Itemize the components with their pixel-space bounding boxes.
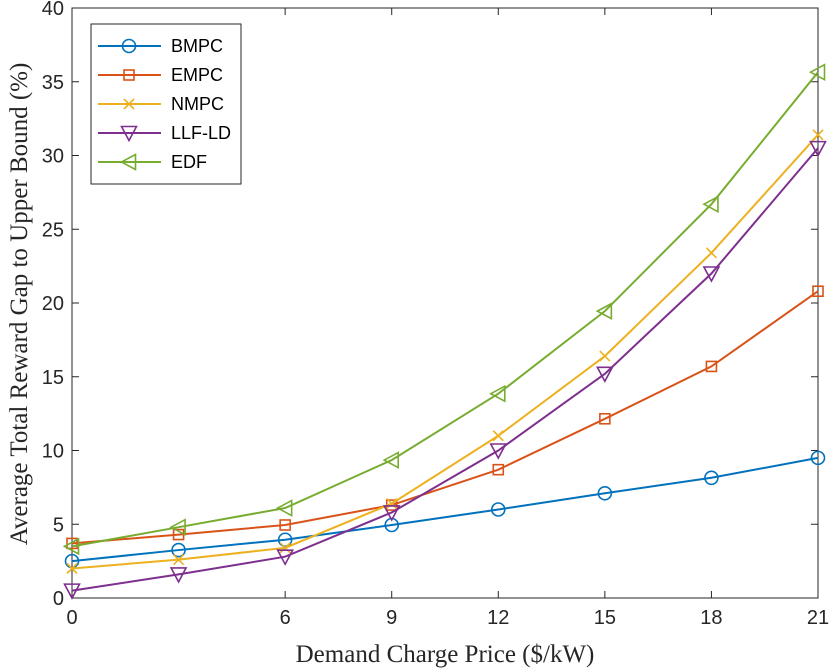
x-tick-label: 12 [487,607,509,629]
series-line [71,290,819,545]
x-tick-label: 18 [700,607,722,629]
data-point [382,451,400,469]
data-point [705,247,717,259]
y-tick-label: 35 [42,72,64,94]
x-tick-label: 9 [386,607,397,629]
data-point [66,562,78,575]
series-line [71,147,819,592]
data-point [276,549,294,566]
y-axis-label: Average Total Reward Gap to Upper Bound … [6,63,33,546]
data-point [812,129,824,141]
data-point [492,430,504,442]
legend-item: BMPC [98,36,223,56]
series-llf-ld [63,140,827,600]
x-tick-label: 0 [66,607,77,629]
legend-label: NMPC [171,94,224,114]
x-tick-label: 21 [807,607,829,629]
series-empc [66,285,824,550]
series-bmpc [64,450,826,569]
y-tick-label: 40 [42,0,64,20]
legend-label: LLF-LD [171,123,231,143]
series-edf [62,63,826,556]
y-tick-label: 0 [53,588,64,610]
legend-label: EDF [171,152,207,172]
data-point [62,537,80,556]
data-point [809,140,827,158]
legend-item: LLF-LD [98,123,231,143]
data-point [812,285,824,298]
legend-item: EDF [98,152,207,172]
legend-item: NMPC [98,94,224,114]
data-point [595,302,613,320]
data-point [490,502,506,517]
data-point [279,542,291,554]
series-line [71,456,819,563]
data-point [63,583,81,600]
y-tick-label: 5 [53,514,64,536]
data-point [596,366,614,383]
legend-marker [121,38,137,54]
y-tick-label: 10 [42,441,64,463]
legend-item: EMPC [98,65,223,85]
data-point [171,542,186,558]
legend-marker [123,98,135,110]
data-point [705,360,718,373]
legend-marker [123,69,135,81]
data-point [489,443,508,460]
data-point [810,450,826,466]
data-point [808,63,826,81]
data-point [275,499,293,517]
series-line [71,134,819,570]
data-point [704,470,719,486]
series-line [71,71,819,548]
legend-label: BMPC [171,36,223,56]
legend-marker [120,125,138,143]
data-point [169,518,186,537]
data-point [702,266,721,283]
y-tick-label: 20 [42,293,64,315]
x-axis-label: Demand Charge Price ($/kW) [296,641,595,668]
data-point [702,195,719,214]
data-point [489,384,506,403]
legend-label: EMPC [171,65,223,85]
y-tick-label: 25 [42,219,64,241]
data-point [277,532,293,548]
data-point [382,505,401,522]
data-point [66,537,78,550]
data-point [279,519,291,531]
y-tick-label: 15 [42,367,64,389]
data-point [173,554,185,566]
legend: BMPC EMPC NMPC LLF-LD EDF [90,23,242,185]
data-point [599,412,611,425]
y-tick-label: 30 [42,146,64,168]
legend-marker [119,153,137,171]
x-tick-label: 15 [594,607,616,629]
data-point [599,350,611,362]
x-tick-label: 6 [280,607,291,629]
data-point [386,498,398,510]
series-nmpc [66,129,824,575]
data-point [597,485,613,501]
data-point [492,463,505,476]
data-point [169,567,188,584]
